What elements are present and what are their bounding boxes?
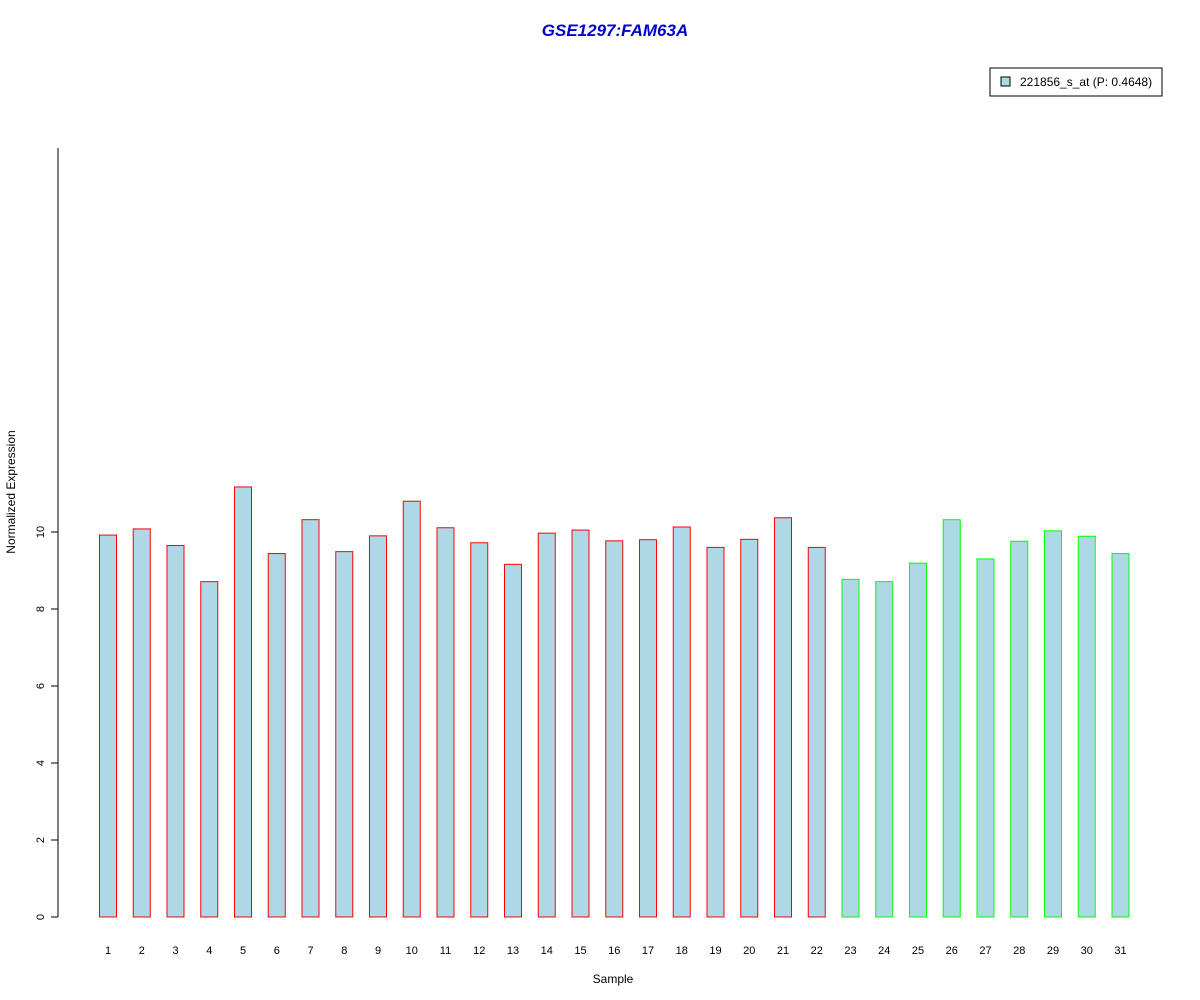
bar-sample-22 bbox=[807, 546, 826, 918]
x-tick-label: 1 bbox=[105, 945, 111, 957]
bar-sample-16 bbox=[605, 540, 624, 918]
bar-sample-21 bbox=[774, 517, 792, 918]
x-tick-label: 4 bbox=[206, 945, 212, 957]
bar-sample-17 bbox=[639, 539, 657, 918]
y-tick-label: 2 bbox=[35, 837, 47, 843]
x-tick-label: 14 bbox=[541, 945, 553, 957]
x-axis-label: Sample bbox=[593, 972, 634, 986]
x-tick-label: 26 bbox=[946, 945, 958, 957]
x-tick-label: 7 bbox=[307, 945, 313, 957]
x-tick-label: 23 bbox=[844, 945, 856, 957]
y-tick-label: 6 bbox=[35, 683, 47, 689]
x-tick-labels: 1 2 3 4 5 6 7 8 9 10 11 12 13 14 15 16 17 18 19 20 21 22 23 24 2… bbox=[105, 945, 1127, 957]
bar-sample-13 bbox=[504, 563, 522, 918]
bar-sample-7 bbox=[301, 519, 320, 918]
x-tick-label: 6 bbox=[274, 945, 280, 957]
bar-sample-27 bbox=[976, 558, 995, 918]
x-tick-label: 8 bbox=[341, 945, 347, 957]
x-tick-label: 18 bbox=[676, 945, 688, 957]
bar-sample-18 bbox=[672, 526, 691, 918]
bar-sample-25 bbox=[909, 562, 927, 918]
x-tick-label: 13 bbox=[507, 945, 519, 957]
x-tick-label: 27 bbox=[979, 945, 991, 957]
bar-sample-19 bbox=[706, 546, 725, 918]
legend-label: 221856_s_at (P: 0.4648) bbox=[1020, 75, 1152, 89]
bar-sample-9 bbox=[369, 535, 387, 918]
x-tick-label: 10 bbox=[406, 945, 418, 957]
bars bbox=[99, 486, 1130, 918]
bar-sample-24 bbox=[875, 581, 894, 918]
bar-sample-5 bbox=[234, 486, 252, 918]
x-tick-label: 30 bbox=[1081, 945, 1093, 957]
x-tick-label: 20 bbox=[743, 945, 755, 957]
bar-sample-23 bbox=[841, 578, 860, 918]
x-tick-label: 2 bbox=[139, 945, 145, 957]
bar-sample-10 bbox=[402, 500, 421, 918]
x-tick-label: 29 bbox=[1047, 945, 1059, 957]
x-tick-label: 12 bbox=[473, 945, 485, 957]
bar-sample-6 bbox=[267, 553, 286, 918]
legend: 221856_s_at (P: 0.4648) bbox=[989, 67, 1163, 97]
bar-sample-1 bbox=[99, 534, 117, 918]
bar-sample-29 bbox=[1044, 530, 1062, 918]
y-tick-label: 10 bbox=[35, 526, 47, 538]
y-tick-label: 0 bbox=[35, 914, 47, 920]
x-tick-label: 19 bbox=[709, 945, 721, 957]
legend-box bbox=[989, 67, 1163, 97]
bar-sample-4 bbox=[200, 581, 219, 918]
x-tick-label: 22 bbox=[811, 945, 823, 957]
bar-sample-3 bbox=[166, 544, 185, 918]
bar-sample-8 bbox=[335, 551, 354, 918]
bar-sample-11 bbox=[436, 527, 455, 918]
y-axis-label: Normalized Expression bbox=[4, 430, 18, 553]
x-tick-label: 17 bbox=[642, 945, 654, 957]
y-tick-label: 4 bbox=[35, 760, 47, 766]
bar-sample-26 bbox=[942, 519, 961, 918]
bar-sample-12 bbox=[470, 542, 489, 918]
bar-sample-28 bbox=[1010, 540, 1029, 918]
x-tick-label: 5 bbox=[240, 945, 246, 957]
x-tick-label: 11 bbox=[440, 945, 451, 957]
y-tick-label: 8 bbox=[35, 606, 47, 612]
x-tick-label: 9 bbox=[375, 945, 381, 957]
legend-swatch bbox=[1000, 76, 1011, 87]
x-tick-label: 28 bbox=[1013, 945, 1025, 957]
x-tick-label: 31 bbox=[1114, 945, 1126, 957]
x-tick-label: 24 bbox=[878, 945, 890, 957]
bar-sample-20 bbox=[740, 538, 759, 918]
chart-title: GSE1297:FAM63A bbox=[542, 21, 688, 40]
bar-sample-14 bbox=[537, 532, 556, 918]
bar-sample-15 bbox=[571, 529, 590, 918]
x-tick-label: 3 bbox=[172, 945, 178, 957]
bar-sample-2 bbox=[132, 528, 151, 918]
x-tick-label: 25 bbox=[912, 945, 924, 957]
bar-sample-31 bbox=[1111, 553, 1130, 918]
y-axis: 0 2 4 6 8 10 bbox=[35, 148, 59, 920]
bar-sample-30 bbox=[1077, 535, 1096, 918]
x-tick-label: 15 bbox=[574, 945, 586, 957]
x-tick-label: 21 bbox=[777, 945, 789, 957]
x-tick-label: 16 bbox=[608, 945, 620, 957]
